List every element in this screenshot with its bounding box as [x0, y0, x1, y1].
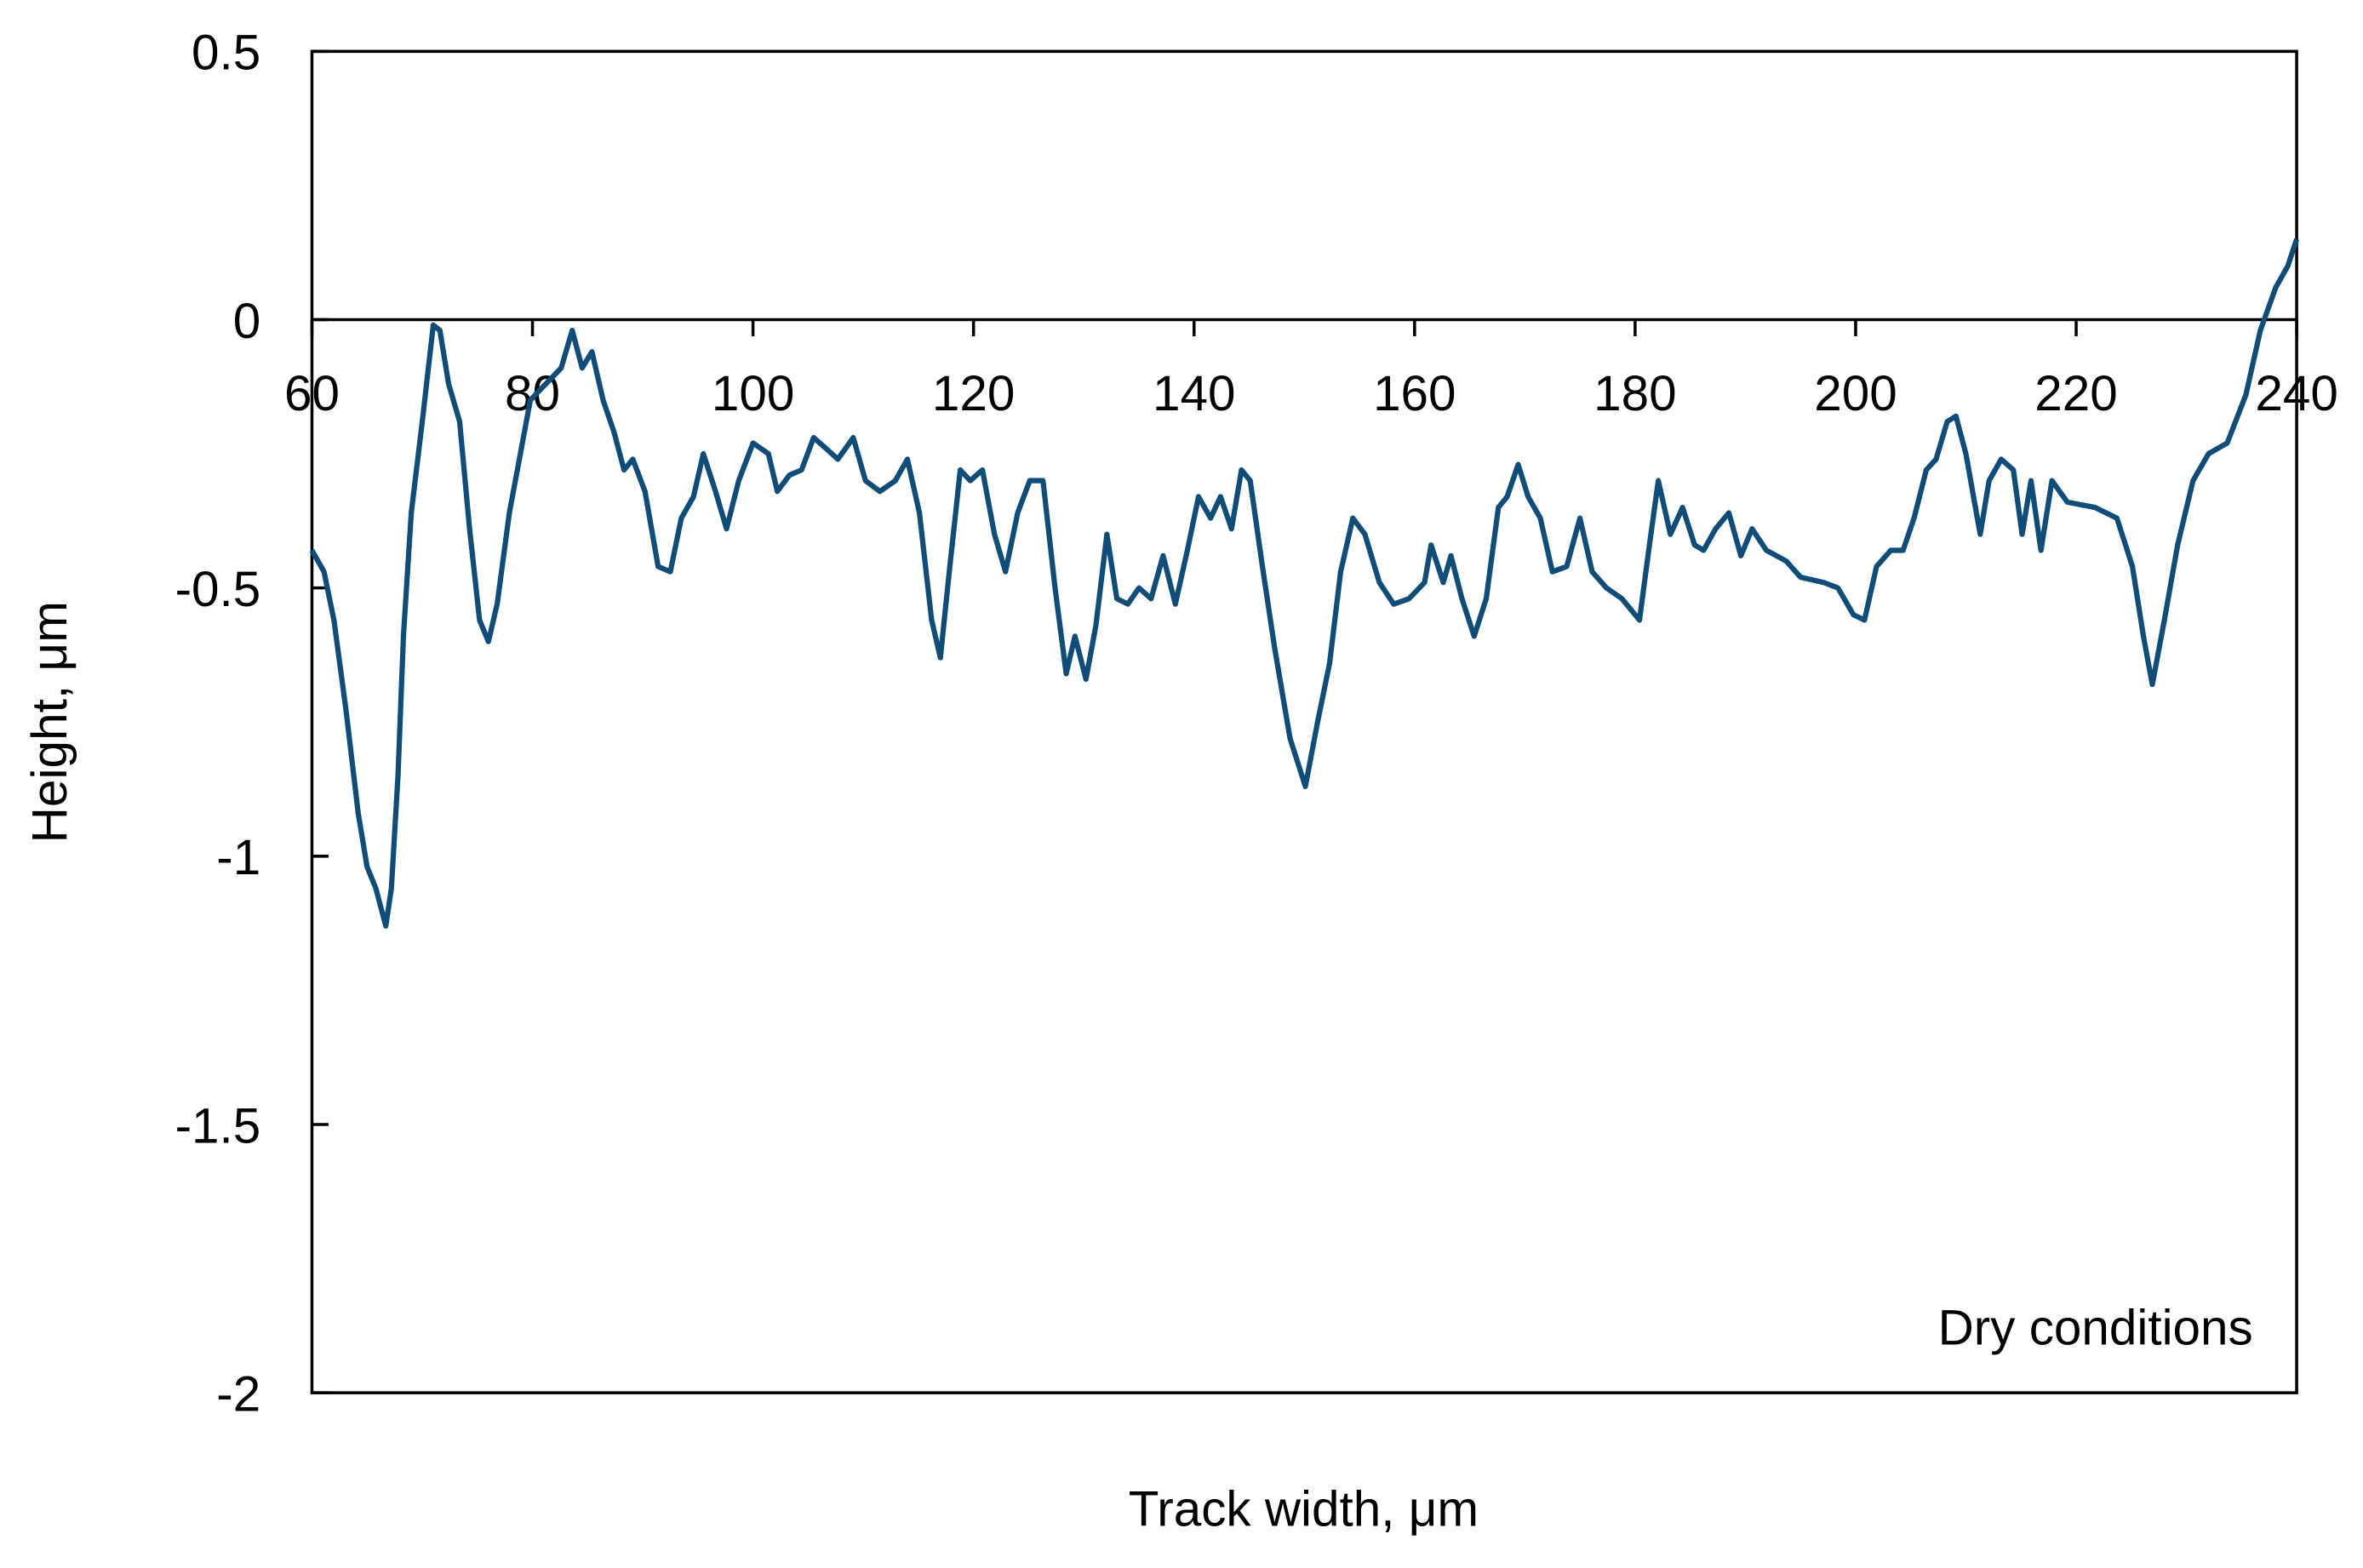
x-tick-label: 60	[284, 366, 340, 421]
x-tick-label: 100	[712, 366, 794, 421]
y-tick-label: -1.5	[175, 1098, 261, 1153]
y-tick-label: -2	[216, 1366, 260, 1422]
x-tick-label: 120	[932, 366, 1015, 421]
annotation: Dry conditions	[1938, 1300, 2253, 1355]
x-tick-label: 140	[1153, 366, 1235, 421]
y-axis-label: Height, μm	[22, 601, 77, 843]
plot-frame	[310, 49, 2298, 1394]
y-tick-label: -1	[216, 830, 260, 885]
x-tick-label: 220	[2034, 366, 2117, 421]
x-tick-label: 180	[1593, 366, 1676, 421]
x-tick-label: 160	[1373, 366, 1456, 421]
x-axis-label: Track width, μm	[1129, 1481, 1479, 1537]
y-tick-label: 0.5	[192, 26, 260, 81]
y-tick-label: -0.5	[175, 562, 261, 617]
data-line	[309, 237, 2300, 929]
y-tick-label: 0	[233, 294, 260, 349]
x-tick-label: 240	[2255, 366, 2337, 421]
x-tick-label: 200	[1814, 366, 1897, 421]
